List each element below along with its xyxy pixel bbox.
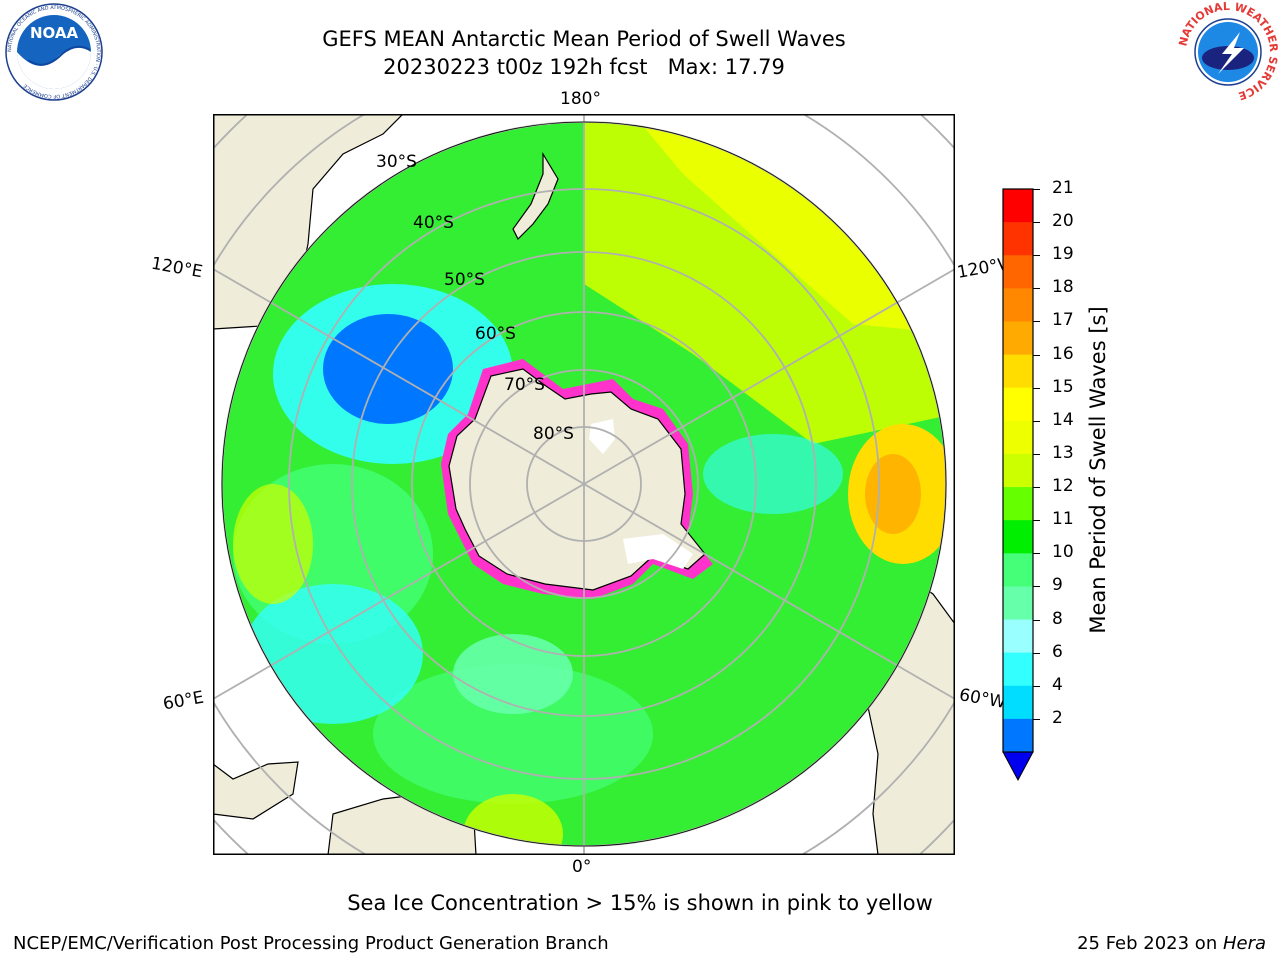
noaa-logo: NOAA NATIONAL OCEANIC AND ATMOSPHERIC AD… [5,3,103,101]
colorbar-band [1003,520,1033,554]
colorbar-tick-mark [1033,553,1040,555]
lon-label-60w: 60°W [957,685,1008,713]
noaa-logo-text: NOAA [30,24,79,42]
polar-map [213,114,955,855]
lat-label-50s: 50°S [444,270,485,290]
colorbar-band [1003,453,1033,488]
colorbar-band [1003,652,1033,687]
lat-label-60s: 60°S [475,324,516,344]
forecast-info: 20230223 t00z 192h fcst Max: 17.79 [383,55,785,79]
colorbar-band [1003,387,1033,422]
colorbar-tick-mark [1033,354,1040,356]
australia-landmass [213,114,404,330]
colorbar-band [1003,222,1033,256]
colorbar-tick-mark [1033,189,1040,190]
colorbar-tick-label: 19 [1052,244,1074,265]
colorbar-tick-mark [1033,652,1040,654]
colorbar-tick-label: 16 [1052,343,1074,364]
colorbar-tick-label: 10 [1052,542,1074,563]
colorbar-tick-label: 9 [1052,575,1063,596]
colorbar-tick-mark [1033,685,1040,687]
colorbar-band [1003,586,1033,621]
lat-label-70s: 70°S [504,375,545,395]
colorbar-tick-mark [1033,288,1040,290]
colorbar-tick-label: 11 [1052,509,1074,530]
colorbar-band [1003,255,1033,289]
colorbar-band [1003,321,1033,356]
colorbar-tick-label: 4 [1052,674,1063,695]
colorbar-title: Mean Period of Swell Waves [s] [1086,306,1110,634]
colorbar-band [1003,354,1033,389]
producer-credit: NCEP/EMC/Verification Post Processing Pr… [13,933,609,954]
colorbar-tick-label: 21 [1052,178,1074,198]
colorbar-tick-label: 18 [1052,277,1074,298]
host-name: Hera [1222,933,1266,954]
lon-label-180: 180° [560,89,601,109]
colorbar-tick-label: 20 [1052,211,1074,232]
sea-ice-note: Sea Ice Concentration > 15% is shown in … [347,891,933,915]
colorbar-band [1003,189,1033,223]
colorbar-tick-label: 8 [1052,608,1063,629]
colorbar-tick-label: 6 [1052,641,1063,662]
colorbar-tick-mark [1033,718,1040,720]
map-title: GEFS MEAN Antarctic Mean Period of Swell… [322,27,846,51]
lat-label-40s: 40°S [413,213,454,233]
colorbar-tick-mark [1033,255,1040,257]
colorbar-band [1003,685,1033,720]
lat-label-30s: 30°S [376,152,417,172]
new-zealand-landmass [512,151,559,241]
colorbar-tick-label: 12 [1052,476,1074,497]
colorbar-tick-mark [1033,586,1040,588]
colorbar-tick-label: 13 [1052,442,1074,463]
colorbar-tick-label: 17 [1052,310,1074,331]
colorbar-tick-mark [1033,453,1040,455]
colorbar-tick-mark [1033,420,1040,422]
colorbar-tick-mark [1033,520,1040,522]
colorbar-tick-label: 2 [1052,707,1063,728]
colorbar-band [1003,553,1033,587]
lon-label-60e: 60°E [161,687,206,715]
colorbar-tick-mark [1033,222,1040,224]
colorbar-tick-label: 14 [1052,409,1074,430]
colorbar-tick-mark [1033,487,1040,489]
colorbar [1002,188,1034,782]
colorbar-tick-mark [1033,321,1040,323]
colorbar-tick-mark [1033,619,1040,621]
madagascar-landmass [213,761,299,820]
colorbar-band [1003,420,1033,455]
nws-logo: NATIONAL WEATHER SERVICE [1178,2,1278,102]
colorbar-band [1003,619,1033,654]
lon-label-120e: 120°E [149,253,205,283]
colorbar-tick-mark [1033,387,1040,389]
colorbar-band [1003,718,1033,753]
run-date: 25 Feb 2023 on Hera [1077,933,1266,954]
lat-label-80s: 80°S [533,424,574,444]
colorbar-band [1003,288,1033,322]
colorbar-tick-label: 15 [1052,376,1074,397]
lon-label-0: 0° [572,857,592,877]
colorbar-band [1003,487,1033,521]
